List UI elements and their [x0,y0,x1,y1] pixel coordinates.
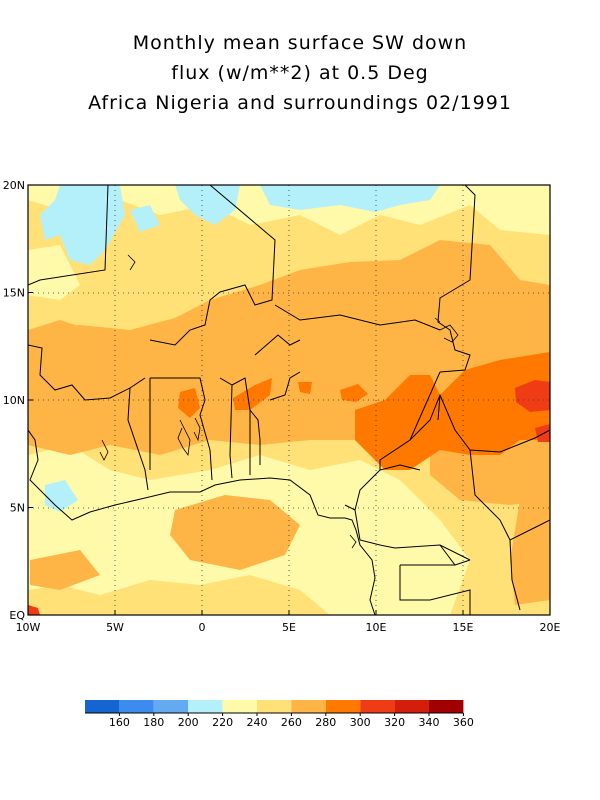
field-orange-east [430,440,550,505]
x-tick-label: 20E [540,621,561,634]
field-red-patch-3 [340,384,368,402]
x-tick-label: 5W [106,621,124,634]
colorbar-label: 340 [419,716,440,729]
colorbar-swatch [325,700,361,713]
field-cyan-north-2 [175,185,240,225]
x-tick-label: 10E [366,621,387,634]
chart-title-line-1: Monthly mean surface SW down [132,32,468,54]
colorbar-label: 260 [281,716,302,729]
grid-lines [28,185,550,615]
colorbar-swatch [222,700,257,713]
colorbar-swatch [119,700,154,713]
y-tick-label: 10N [3,394,25,407]
field-orange-nw [28,320,90,375]
field-cyan-north-3 [260,185,440,212]
colorbar-label: 180 [143,716,164,729]
coastline [28,429,376,615]
field-cyan-north-1 [40,185,125,265]
x-tick-label: 5E [282,621,296,634]
x-tick-label: 10W [16,621,41,634]
y-tick-label: 20N [3,179,25,192]
field-orange-south-1 [170,495,300,570]
field-red-patch-4 [298,382,312,394]
field-orange-south-2 [30,550,100,590]
colorbar-swatch [188,700,223,713]
colorbar-swatch [153,700,189,713]
x-tick-label: 0 [199,621,206,634]
colorbar-label: 300 [350,716,371,729]
chart-title-line-3: Africa Nigeria and surroundings 02/1991 [88,92,512,114]
colorbar-swatch [291,700,326,713]
y-tick-label: EQ [9,609,25,622]
field-red-patch-1 [178,388,200,418]
field-red-patch-2 [233,378,272,410]
colorbar-label: 160 [109,716,130,729]
field-cyan-north-4 [130,205,160,232]
field-darkred-corner [28,605,40,615]
colorbar-swatch [85,700,120,713]
colorbar: 160 180 200 220 240 260 280 300 320 340 360 [85,700,474,729]
x-tick-label: 15E [453,621,474,634]
y-tick-label: 5N [10,502,25,515]
country-borders [28,185,550,615]
field-orange-south-3 [510,495,550,605]
colorbar-label: 200 [178,716,199,729]
chart-title-line-2: flux (w/m**2) at 0.5 Deg [171,62,429,84]
colorbar-label: 360 [453,716,474,729]
colorbar-label: 220 [212,716,233,729]
lakes-and-rivers [99,254,459,549]
colorbar-label: 320 [384,716,405,729]
x-axis-ticks: 10W 5W 0 5E 10E 15E 20E [16,610,561,634]
field-light-patch-west [28,245,80,300]
field-red-central [355,352,550,470]
colorbar-swatch [394,700,429,713]
colorbar-label: 240 [247,716,268,729]
colorbar-swatch [257,700,292,713]
field-darkred-1 [515,380,550,412]
field-darkred-2 [535,424,550,442]
y-tick-label: 15N [3,287,25,300]
colorbar-swatch [360,700,395,713]
colorbar-swatch [429,700,464,713]
y-axis-ticks: EQ 5N 10N 15N 20N [3,179,33,622]
field-cyan-coast-west [45,480,78,512]
colorbar-label: 280 [315,716,336,729]
